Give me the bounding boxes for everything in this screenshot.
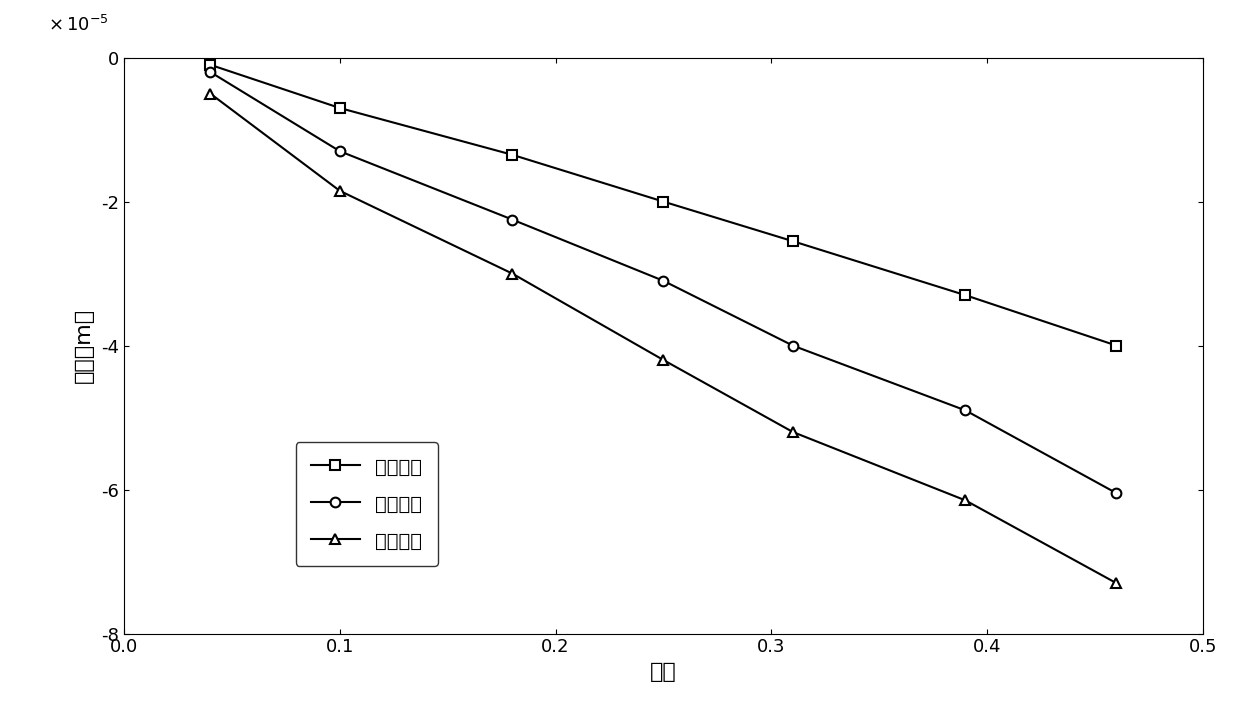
三次反射 [959,496,973,505]
Legend: 一次反射, 二次反射, 三次反射: 一次反射, 二次反射, 三次反射 [295,442,438,566]
二次反射 [656,276,671,285]
Line: 二次反射: 二次反射 [206,67,1121,498]
Line: 一次反射: 一次反射 [206,60,1121,351]
三次反射 [1109,579,1123,588]
Line: 三次反射: 三次反射 [206,89,1121,588]
二次反射 [203,68,218,76]
X-axis label: 弧度: 弧度 [650,662,677,682]
一次反射 [785,237,800,246]
三次反射 [203,89,218,98]
二次反射 [332,147,347,156]
一次反射 [959,291,973,300]
三次反射 [505,269,520,278]
三次反射 [332,186,347,195]
二次反射 [785,341,800,350]
三次反射 [785,428,800,436]
二次反射 [505,215,520,224]
二次反射 [959,406,973,415]
三次反射 [656,356,671,364]
一次反射 [505,150,520,159]
一次反射 [656,197,671,206]
Y-axis label: 位移（m）: 位移（m） [74,308,94,383]
一次反射 [203,60,218,69]
二次反射 [1109,489,1123,498]
一次反射 [332,104,347,112]
Text: $\times\,10^{-5}$: $\times\,10^{-5}$ [48,14,109,35]
一次反射 [1109,341,1123,350]
